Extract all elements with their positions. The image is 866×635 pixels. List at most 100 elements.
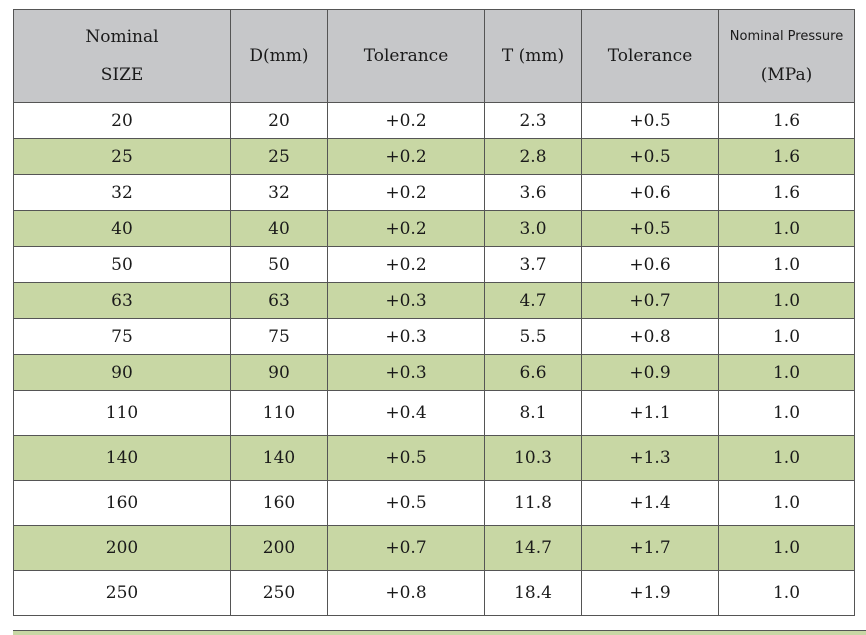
cell-pressure: 1.0 [718, 435, 855, 481]
cell-t-mm: 8.1 [484, 390, 582, 436]
header-d-mm: D(mm) [230, 9, 328, 103]
cell-size: 20 [13, 102, 231, 139]
cell-t-mm: 6.6 [484, 354, 582, 391]
cell-tolerance-d: +0.8 [327, 570, 485, 616]
table-row: 160 160 +0.5 11.8 +1.4 1.0 [13, 480, 855, 526]
cell-tolerance-t: +0.9 [581, 354, 719, 391]
header-t-mm: T (mm) [484, 9, 582, 103]
cell-d-mm: 110 [230, 390, 328, 436]
cell-tolerance-d: +0.2 [327, 174, 485, 211]
cell-tolerance-t: +1.4 [581, 480, 719, 526]
cell-tolerance-d: +0.3 [327, 282, 485, 319]
table-row: 20 20 +0.2 2.3 +0.5 1.6 [13, 102, 855, 139]
cell-tolerance-d: +0.3 [327, 354, 485, 391]
cell-d-mm: 250 [230, 570, 328, 616]
cell-t-mm: 3.6 [484, 174, 582, 211]
cell-tolerance-d: +0.2 [327, 210, 485, 247]
cell-size: 25 [13, 138, 231, 175]
table-row: 140 140 +0.5 10.3 +1.3 1.0 [13, 435, 855, 481]
pipe-spec-table: Nominal SIZE D(mm) Tolerance T (mm) Tole… [13, 9, 855, 616]
cell-pressure: 1.6 [718, 138, 855, 175]
cell-pressure: 1.0 [718, 354, 855, 391]
cell-t-mm: 3.0 [484, 210, 582, 247]
cell-tolerance-t: +0.5 [581, 210, 719, 247]
table-row: 200 200 +0.7 14.7 +1.7 1.0 [13, 525, 855, 571]
cell-size: 40 [13, 210, 231, 247]
cell-d-mm: 20 [230, 102, 328, 139]
table-row: 250 250 +0.8 18.4 +1.9 1.0 [13, 570, 855, 616]
cell-pressure: 1.0 [718, 525, 855, 571]
table-row: 75 75 +0.3 5.5 +0.8 1.0 [13, 318, 855, 355]
table-row: 110 110 +0.4 8.1 +1.1 1.0 [13, 390, 855, 436]
cell-tolerance-t: +0.7 [581, 282, 719, 319]
cell-t-mm: 2.3 [484, 102, 582, 139]
cell-size: 63 [13, 282, 231, 319]
cell-d-mm: 160 [230, 480, 328, 526]
table-cutoff-row [13, 630, 866, 635]
cell-pressure: 1.0 [718, 570, 855, 616]
cell-d-mm: 140 [230, 435, 328, 481]
header-nominal-size: Nominal SIZE [13, 9, 231, 103]
header-nominal-pressure: Nominal Pressure (MPa) [718, 9, 855, 103]
cell-tolerance-d: +0.5 [327, 480, 485, 526]
cell-size: 75 [13, 318, 231, 355]
header-nominal-pressure-line2: (MPa) [760, 65, 813, 85]
cell-t-mm: 5.5 [484, 318, 582, 355]
cell-size: 250 [13, 570, 231, 616]
cell-tolerance-d: +0.7 [327, 525, 485, 571]
pipe-spec-table-wrapper: Nominal SIZE D(mm) Tolerance T (mm) Tole… [13, 9, 855, 616]
table-row: 32 32 +0.2 3.6 +0.6 1.6 [13, 174, 855, 211]
cell-t-mm: 2.8 [484, 138, 582, 175]
cell-tolerance-d: +0.4 [327, 390, 485, 436]
cell-t-mm: 11.8 [484, 480, 582, 526]
cell-tolerance-t: +1.1 [581, 390, 719, 436]
cell-pressure: 1.6 [718, 102, 855, 139]
cell-pressure: 1.0 [718, 390, 855, 436]
cell-tolerance-t: +0.5 [581, 102, 719, 139]
cell-size: 90 [13, 354, 231, 391]
cell-size: 110 [13, 390, 231, 436]
header-tolerance-t: Tolerance [581, 9, 719, 103]
cell-t-mm: 4.7 [484, 282, 582, 319]
cell-size: 50 [13, 246, 231, 283]
cell-pressure: 1.6 [718, 174, 855, 211]
cell-d-mm: 90 [230, 354, 328, 391]
cell-tolerance-d: +0.5 [327, 435, 485, 481]
table-body: 20 20 +0.2 2.3 +0.5 1.6 25 25 +0.2 2.8 +0.5 1.6 32 32… [13, 102, 855, 616]
cell-t-mm: 14.7 [484, 525, 582, 571]
table-row: 63 63 +0.3 4.7 +0.7 1.0 [13, 282, 855, 319]
header-nominal-size-line2: SIZE [100, 65, 144, 85]
cell-d-mm: 32 [230, 174, 328, 211]
cell-tolerance-d: +0.2 [327, 138, 485, 175]
table-row: 90 90 +0.3 6.6 +0.9 1.0 [13, 354, 855, 391]
cell-d-mm: 50 [230, 246, 328, 283]
cell-pressure: 1.0 [718, 210, 855, 247]
cell-tolerance-d: +0.2 [327, 102, 485, 139]
cell-tolerance-t: +0.6 [581, 174, 719, 211]
cell-pressure: 1.0 [718, 318, 855, 355]
cell-size: 32 [13, 174, 231, 211]
cell-tolerance-t: +1.7 [581, 525, 719, 571]
cell-d-mm: 200 [230, 525, 328, 571]
table-row: 40 40 +0.2 3.0 +0.5 1.0 [13, 210, 855, 247]
cell-tolerance-t: +1.3 [581, 435, 719, 481]
cell-pressure: 1.0 [718, 246, 855, 283]
cell-pressure: 1.0 [718, 480, 855, 526]
cell-d-mm: 63 [230, 282, 328, 319]
header-nominal-size-line1: Nominal [85, 27, 159, 47]
cell-tolerance-d: +0.3 [327, 318, 485, 355]
table-row: 50 50 +0.2 3.7 +0.6 1.0 [13, 246, 855, 283]
header-tolerance-d: Tolerance [327, 9, 485, 103]
cell-size: 140 [13, 435, 231, 481]
cell-pressure: 1.0 [718, 282, 855, 319]
cell-d-mm: 25 [230, 138, 328, 175]
cell-t-mm: 10.3 [484, 435, 582, 481]
cell-tolerance-d: +0.2 [327, 246, 485, 283]
cell-tolerance-t: +1.9 [581, 570, 719, 616]
cell-d-mm: 40 [230, 210, 328, 247]
table-row: 25 25 +0.2 2.8 +0.5 1.6 [13, 138, 855, 175]
cell-t-mm: 18.4 [484, 570, 582, 616]
cell-size: 160 [13, 480, 231, 526]
cell-tolerance-t: +0.8 [581, 318, 719, 355]
cell-tolerance-t: +0.6 [581, 246, 719, 283]
